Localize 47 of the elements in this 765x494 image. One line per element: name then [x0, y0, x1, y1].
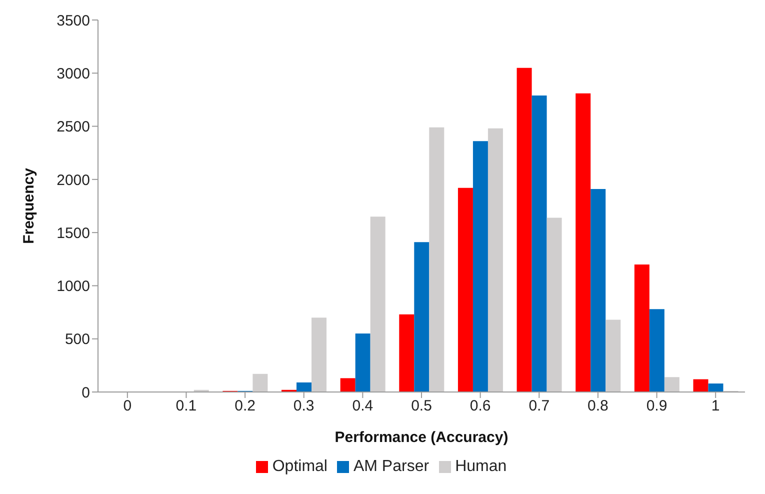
x-tick-label: 0.9 — [646, 398, 668, 415]
bar — [516, 68, 532, 392]
legend-label: Optimal — [272, 458, 328, 475]
legend-label: Human — [455, 458, 507, 475]
bar — [649, 309, 664, 392]
x-tick-label: 0.7 — [528, 398, 550, 415]
x-tick-label: 0.4 — [352, 398, 374, 415]
y-tick-label: 3000 — [56, 65, 90, 82]
bar — [296, 382, 312, 392]
bar — [312, 318, 327, 392]
x-axis-title: Performance (Accuracy) — [334, 429, 508, 446]
bar — [693, 379, 708, 392]
y-tick-label: 1500 — [56, 224, 90, 242]
bar — [458, 188, 473, 392]
y-tick-label: 2500 — [56, 118, 90, 136]
bar — [414, 242, 430, 392]
bar — [590, 188, 606, 392]
x-tick-label: 0.2 — [234, 398, 256, 415]
bar — [252, 374, 268, 392]
bar — [576, 93, 591, 392]
x-tick-label: 0 — [123, 398, 132, 415]
legend-label: AM Parser — [353, 458, 430, 475]
bar — [370, 216, 386, 392]
y-axis-title: Frequency — [20, 167, 38, 244]
bar — [355, 334, 370, 392]
x-tick-label: 0.1 — [176, 398, 197, 415]
x-tick-label: 0.6 — [470, 398, 491, 415]
bar — [606, 320, 621, 392]
bar — [532, 95, 547, 392]
bar — [634, 264, 650, 392]
x-tick-label: 0.3 — [293, 398, 314, 415]
y-tick-label: 1000 — [56, 278, 90, 296]
bar — [340, 378, 356, 392]
y-tick-label: 2000 — [56, 172, 90, 189]
bar — [472, 141, 488, 392]
x-tick-label: 0.5 — [411, 398, 432, 415]
x-tick-label: 0.8 — [588, 398, 608, 415]
bar — [399, 314, 414, 392]
bar — [664, 377, 680, 392]
y-tick-label: 500 — [64, 331, 90, 348]
bar — [708, 383, 724, 392]
bar — [429, 127, 444, 392]
bar — [488, 128, 503, 392]
bar — [546, 218, 562, 392]
x-tick-label: 1 — [711, 398, 720, 415]
y-tick-label: 3500 — [56, 12, 90, 30]
y-tick-label: 0 — [82, 384, 90, 402]
